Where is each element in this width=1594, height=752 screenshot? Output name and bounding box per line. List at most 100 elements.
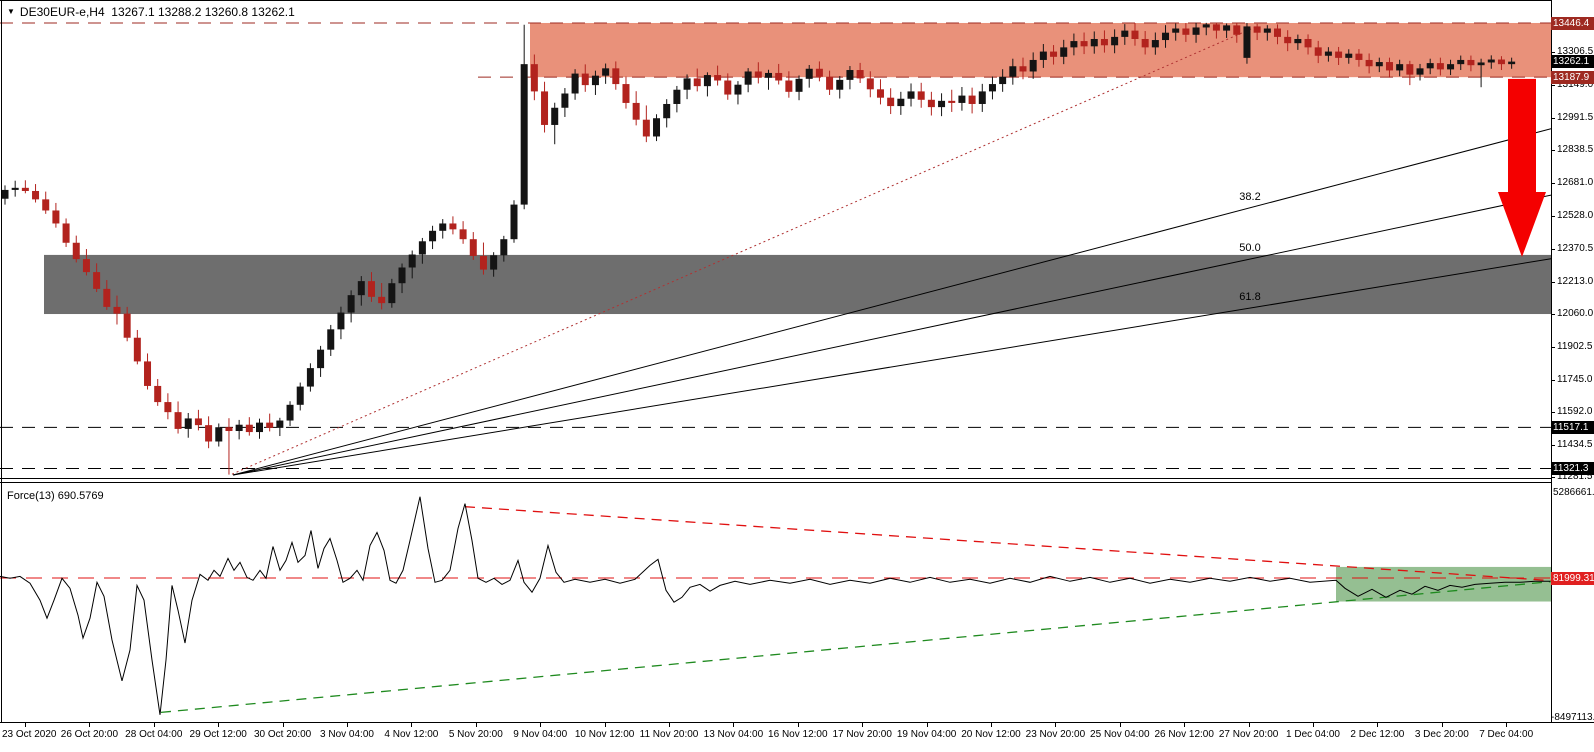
candle — [978, 83, 986, 112]
candle-body — [622, 84, 630, 103]
candle-body — [1029, 59, 1037, 72]
force-lower-trendline[interactable] — [160, 580, 1551, 714]
candle — [897, 91, 905, 115]
candle-body — [907, 91, 915, 99]
fib-fan-line-38.2[interactable] — [232, 128, 1551, 476]
candle — [133, 329, 141, 365]
candle — [714, 65, 722, 86]
candle-body — [724, 80, 732, 95]
time-axis-tick — [733, 723, 735, 727]
candle-body — [1100, 38, 1108, 46]
candle — [622, 76, 630, 109]
fib-fan-line-50.0[interactable] — [232, 194, 1551, 476]
candle-body — [347, 295, 355, 313]
candle — [602, 63, 610, 84]
candle-body — [826, 76, 834, 90]
candle-body — [1050, 51, 1058, 57]
candle-body — [154, 385, 162, 403]
candle — [469, 232, 477, 260]
candle-body — [714, 75, 722, 81]
candle — [1294, 34, 1302, 50]
candle-body — [642, 119, 650, 137]
candle — [999, 69, 1007, 92]
candle-body — [673, 89, 681, 104]
candle — [1253, 23, 1261, 41]
candle — [1090, 31, 1098, 54]
candle — [205, 416, 213, 449]
force-level-badge: 81999.31 — [1551, 571, 1594, 585]
candle — [52, 202, 60, 228]
axis-tick-mark — [1551, 379, 1555, 381]
candle-body — [408, 254, 416, 268]
candle-body — [988, 84, 996, 92]
candle — [805, 64, 813, 88]
axis-tick-mark — [1551, 346, 1555, 348]
candle-body — [52, 210, 60, 224]
price-level-badge: 11321.3 — [1551, 462, 1594, 475]
fib-fan-line-61.8[interactable] — [232, 258, 1551, 476]
candle — [11, 180, 19, 197]
candle — [907, 83, 915, 107]
candle-body — [1416, 68, 1424, 75]
time-axis-label: 3 Nov 04:00 — [320, 729, 374, 740]
time-axis-tick — [1506, 723, 1508, 727]
time-axis-label: 2 Dec 12:00 — [1350, 729, 1405, 740]
candle — [927, 91, 935, 116]
candle — [164, 393, 172, 420]
candle — [775, 63, 783, 85]
candle-body — [551, 107, 559, 125]
candle — [235, 419, 243, 440]
candle-body — [1385, 62, 1393, 71]
candle — [459, 221, 467, 244]
candle-body — [1070, 41, 1078, 48]
candle — [388, 278, 396, 308]
candle-body — [1487, 59, 1495, 63]
candle — [1223, 23, 1231, 38]
time-axis-tick — [1055, 723, 1057, 727]
main-price-pane[interactable]: 38.2 50.0 61.8 — [0, 0, 1551, 483]
candle — [1355, 49, 1363, 67]
price-axis[interactable]: 13306.5 13149.0 12991.5 12838.5 12681.0 12528… — [1551, 16, 1594, 723]
candle-body — [418, 241, 426, 255]
candle — [1162, 25, 1170, 48]
indicator-label: Force(13) 690.5769 — [7, 490, 104, 502]
force-indicator-pane[interactable] — [0, 483, 1551, 722]
symbol-dropdown-icon[interactable]: ▼ — [7, 7, 15, 16]
candle — [1111, 29, 1119, 54]
dotted-trendline[interactable] — [231, 26, 1256, 475]
candle — [815, 61, 823, 82]
candle-body — [1365, 59, 1373, 67]
candle — [347, 290, 355, 323]
candle-body — [337, 312, 345, 330]
candle-body — [62, 223, 70, 243]
down-arrow-annotation[interactable] — [1498, 78, 1546, 258]
candle — [1080, 32, 1088, 55]
candle — [887, 88, 895, 115]
candle — [1, 185, 9, 205]
candle-body — [1253, 26, 1261, 33]
candle — [1426, 58, 1434, 75]
candle — [632, 91, 640, 126]
candle — [337, 306, 345, 340]
candle — [1365, 53, 1373, 74]
candle-body — [836, 79, 844, 90]
time-axis[interactable]: 23 Oct 2020 26 Oct 20:00 28 Oct 04:00 29 Oc… — [0, 722, 1594, 752]
candle-body — [72, 242, 80, 260]
candle — [93, 263, 101, 293]
candle — [1416, 63, 1424, 81]
candle — [439, 219, 447, 239]
candle — [1477, 58, 1485, 88]
candle-body — [449, 223, 457, 230]
pane-separator[interactable] — [0, 478, 1551, 483]
candle-body — [581, 73, 589, 86]
candle-body — [327, 329, 335, 350]
time-axis-label: 25 Nov 04:00 — [1090, 729, 1150, 740]
candle-body — [1426, 63, 1434, 69]
candle-body — [42, 199, 50, 211]
candle — [398, 263, 406, 294]
candle — [1243, 23, 1251, 64]
force-upper-trendline[interactable] — [464, 506, 1551, 582]
time-axis-label: 13 Nov 04:00 — [703, 729, 764, 740]
candle-body — [1182, 28, 1190, 35]
candle-body — [805, 68, 813, 79]
